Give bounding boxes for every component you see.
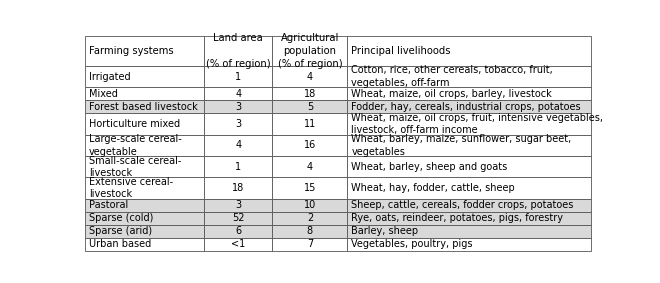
- Bar: [85, 225, 204, 238]
- Bar: [204, 238, 273, 251]
- Bar: [85, 66, 204, 87]
- Bar: [347, 238, 591, 251]
- Text: 2: 2: [307, 213, 313, 223]
- Bar: [347, 66, 591, 87]
- Text: 1: 1: [235, 162, 242, 172]
- Text: 3: 3: [235, 119, 242, 129]
- Text: Large-scale cereal-
vegetable: Large-scale cereal- vegetable: [89, 134, 182, 156]
- Text: Cotton, rice, other cereals, tobacco, fruit,
vegetables, off-farm: Cotton, rice, other cereals, tobacco, fr…: [352, 65, 553, 88]
- Bar: [85, 36, 204, 66]
- Bar: [273, 177, 347, 199]
- Text: Agricultural
population
(% of region): Agricultural population (% of region): [278, 33, 342, 69]
- Bar: [204, 36, 273, 66]
- Bar: [347, 225, 591, 238]
- Text: 3: 3: [235, 200, 242, 210]
- Text: Barley, sheep: Barley, sheep: [352, 226, 418, 236]
- Bar: [273, 238, 347, 251]
- Bar: [347, 156, 591, 177]
- Text: 7: 7: [307, 239, 313, 249]
- Text: <1: <1: [231, 239, 246, 249]
- Bar: [204, 199, 273, 212]
- Text: Sparse (cold): Sparse (cold): [89, 213, 154, 223]
- Text: 11: 11: [304, 119, 316, 129]
- Bar: [204, 177, 273, 199]
- Bar: [347, 177, 591, 199]
- Bar: [273, 100, 347, 113]
- Text: Urban based: Urban based: [89, 239, 151, 249]
- Bar: [204, 113, 273, 135]
- Text: 3: 3: [235, 102, 242, 112]
- Bar: [85, 238, 204, 251]
- Text: 10: 10: [304, 200, 316, 210]
- Bar: [347, 36, 591, 66]
- Text: Horticulture mixed: Horticulture mixed: [89, 119, 180, 129]
- Bar: [85, 135, 204, 156]
- Text: Wheat, barley, maize, sunflower, sugar beet,
vegetables: Wheat, barley, maize, sunflower, sugar b…: [352, 134, 572, 156]
- Text: 6: 6: [235, 226, 242, 236]
- Bar: [204, 212, 273, 225]
- Bar: [273, 225, 347, 238]
- Bar: [347, 87, 591, 100]
- Text: Vegetables, poultry, pigs: Vegetables, poultry, pigs: [352, 239, 473, 249]
- Text: 8: 8: [307, 226, 313, 236]
- Text: 1: 1: [235, 72, 242, 82]
- Bar: [347, 199, 591, 212]
- Bar: [273, 87, 347, 100]
- Bar: [85, 113, 204, 135]
- Text: Small-scale cereal-
livestock: Small-scale cereal- livestock: [89, 156, 182, 178]
- Text: 4: 4: [235, 89, 242, 99]
- Text: Fodder, hay, cereals, industrial crops, potatoes: Fodder, hay, cereals, industrial crops, …: [352, 102, 581, 112]
- Text: Wheat, barley, sheep and goats: Wheat, barley, sheep and goats: [352, 162, 508, 172]
- Text: Farming systems: Farming systems: [89, 46, 174, 56]
- Text: 15: 15: [304, 183, 316, 193]
- Bar: [204, 100, 273, 113]
- Text: Wheat, maize, oil crops, fruit, intensive vegetables,
livestock, off-farm income: Wheat, maize, oil crops, fruit, intensiv…: [352, 113, 603, 135]
- Bar: [273, 36, 347, 66]
- Bar: [273, 113, 347, 135]
- Text: Pastoral: Pastoral: [89, 200, 129, 210]
- Bar: [85, 100, 204, 113]
- Bar: [273, 199, 347, 212]
- Text: Rye, oats, reindeer, potatoes, pigs, forestry: Rye, oats, reindeer, potatoes, pigs, for…: [352, 213, 564, 223]
- Bar: [347, 113, 591, 135]
- Bar: [273, 212, 347, 225]
- Text: Irrigated: Irrigated: [89, 72, 131, 82]
- Bar: [204, 225, 273, 238]
- Bar: [347, 212, 591, 225]
- Text: 4: 4: [307, 162, 313, 172]
- Text: Wheat, hay, fodder, cattle, sheep: Wheat, hay, fodder, cattle, sheep: [352, 183, 515, 193]
- Text: Land area

(% of region): Land area (% of region): [206, 33, 271, 69]
- Bar: [273, 135, 347, 156]
- Bar: [347, 100, 591, 113]
- Text: Sheep, cattle, cereals, fodder crops, potatoes: Sheep, cattle, cereals, fodder crops, po…: [352, 200, 574, 210]
- Text: 18: 18: [304, 89, 316, 99]
- Bar: [273, 156, 347, 177]
- Bar: [85, 87, 204, 100]
- Text: Wheat, maize, oil crops, barley, livestock: Wheat, maize, oil crops, barley, livesto…: [352, 89, 552, 99]
- Text: Mixed: Mixed: [89, 89, 118, 99]
- Text: 52: 52: [232, 213, 244, 223]
- Text: 5: 5: [307, 102, 313, 112]
- Text: Forest based livestock: Forest based livestock: [89, 102, 198, 112]
- Text: Principal livelihoods: Principal livelihoods: [352, 46, 451, 56]
- Bar: [347, 135, 591, 156]
- Bar: [204, 135, 273, 156]
- Bar: [85, 212, 204, 225]
- Bar: [204, 156, 273, 177]
- Bar: [273, 66, 347, 87]
- Bar: [85, 177, 204, 199]
- Text: 18: 18: [232, 183, 244, 193]
- Text: 4: 4: [235, 140, 242, 150]
- Text: Extensive cereal-
livestock: Extensive cereal- livestock: [89, 177, 174, 199]
- Text: Sparse (arid): Sparse (arid): [89, 226, 152, 236]
- Text: 16: 16: [304, 140, 316, 150]
- Text: 4: 4: [307, 72, 313, 82]
- Bar: [85, 156, 204, 177]
- Bar: [204, 87, 273, 100]
- Bar: [85, 199, 204, 212]
- Bar: [204, 66, 273, 87]
